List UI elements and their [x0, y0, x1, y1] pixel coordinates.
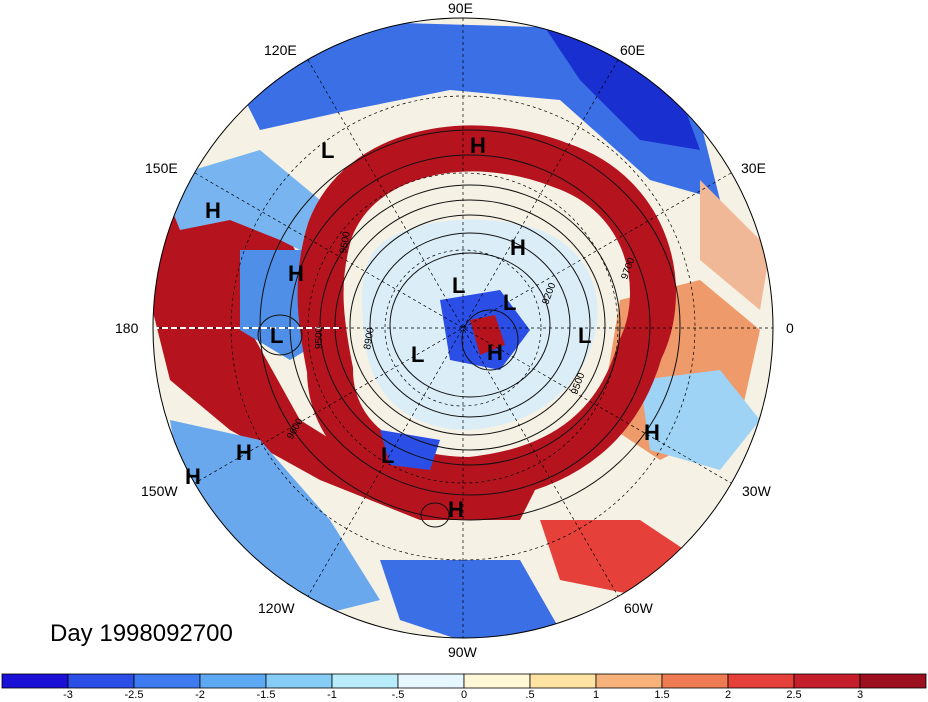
lon-label-150e: 150E — [145, 160, 178, 176]
pressure-marker: H — [288, 261, 304, 286]
negative-anomaly-region — [380, 560, 560, 638]
colorbar-swatch — [265, 673, 333, 689]
lon-label-60e: 60E — [620, 42, 645, 58]
colorbar-tick-label: 1 — [592, 689, 600, 701]
colorbar-tick-label: -3 — [63, 689, 73, 701]
colorbar-swatch — [67, 673, 135, 689]
jet-ring — [297, 125, 676, 504]
lon-label-180: 180 — [115, 320, 139, 336]
pressure-marker: L — [452, 273, 465, 298]
pressure-marker: H — [510, 235, 526, 260]
lon-label-0: 0 — [786, 320, 794, 336]
anomaly-field — [153, 18, 773, 638]
pressure-marker: H — [470, 133, 486, 158]
colorbar-swatch — [199, 673, 267, 689]
height-contours — [257, 129, 681, 528]
pressure-marker: L — [270, 323, 283, 348]
colorbar-swatch — [133, 673, 201, 689]
colorbar-swatch — [463, 673, 531, 689]
lon-label-30w: 30W — [742, 483, 771, 499]
contour-label: 9500 — [338, 230, 353, 254]
colorbar-tick-label: 1.5 — [654, 689, 670, 701]
negative-anomaly-region — [380, 430, 440, 470]
lon-label-150w: 150W — [141, 483, 178, 499]
colorbar-swatch — [331, 673, 399, 689]
colorbar-tick-label: -2.5 — [124, 689, 144, 701]
positive-anomaly-region — [470, 315, 505, 355]
pressure-marker: H — [644, 420, 660, 445]
colorbar-tick-label: -1.5 — [256, 689, 276, 701]
colorbar-swatch — [793, 673, 861, 689]
pressure-marker: H — [205, 198, 221, 223]
lon-label-120w: 120W — [258, 600, 295, 616]
colorbar-swatch — [859, 673, 927, 689]
negative-anomaly-region — [170, 420, 380, 620]
lon-label-60w: 60W — [624, 600, 653, 616]
colorbar-swatch — [397, 673, 465, 689]
pressure-marker: L — [578, 323, 591, 348]
colorbar-swatch — [595, 673, 663, 689]
colorbar — [1, 673, 927, 689]
colorbar-swatch — [661, 673, 729, 689]
pressure-marker: L — [381, 443, 394, 468]
pressure-marker: H — [448, 497, 464, 522]
pressure-marker: L — [503, 290, 516, 315]
lon-label-90w: 90W — [448, 644, 477, 660]
colorbar-tick-label: 3 — [856, 689, 864, 701]
contour-label: 9500 — [314, 326, 325, 349]
colorbar-tick-label: 2 — [724, 689, 732, 701]
lon-label-120e: 120E — [264, 42, 297, 58]
colorbar-swatch — [1, 673, 69, 689]
lon-label-90e: 90E — [448, 0, 473, 16]
contour-label: 8900 — [362, 326, 377, 350]
negative-anomaly-region — [640, 370, 760, 470]
pressure-marker: L — [321, 138, 334, 163]
pressure-markers: H L H H L L L L H L H H H H H L — [185, 133, 660, 522]
colorbar-tick-label: -1 — [327, 689, 337, 701]
pressure-marker: H — [185, 464, 201, 489]
pressure-marker: H — [236, 440, 252, 465]
page-title: Day 1998092700 — [50, 620, 233, 647]
colorbar-tick-label: .5 — [525, 689, 535, 701]
colorbar-tick-label: -2 — [195, 689, 205, 701]
map-border — [152, 17, 774, 639]
negative-anomaly-region — [160, 150, 320, 260]
pressure-marker: L — [411, 342, 424, 367]
colorbar-swatch — [529, 673, 597, 689]
colorbar-tick-label: 2.5 — [786, 689, 802, 701]
colorbar-tick-label: 0 — [460, 689, 468, 701]
pressure-marker: H — [487, 340, 503, 365]
colorbar-tick-label: -.5 — [391, 689, 405, 701]
positive-anomaly-region — [700, 180, 770, 310]
lon-label-30e: 30E — [741, 160, 766, 176]
colorbar-swatch — [727, 673, 795, 689]
